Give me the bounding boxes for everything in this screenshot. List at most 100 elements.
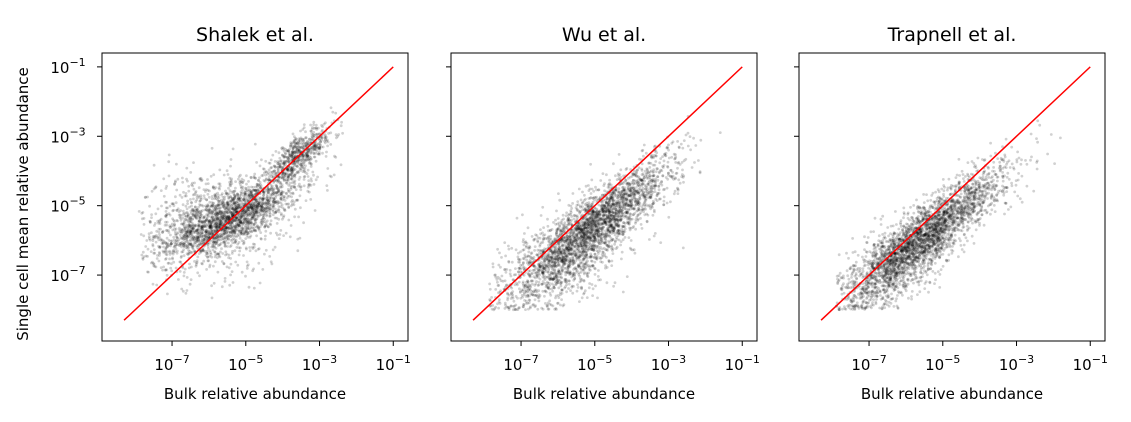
scatter-point	[284, 199, 287, 202]
scatter-point	[173, 183, 176, 186]
scatter-point	[658, 198, 661, 201]
scatter-point	[326, 167, 329, 170]
scatter-point	[271, 263, 274, 266]
scatter-point	[175, 247, 178, 250]
scatter-point	[169, 214, 172, 217]
scatter-point	[223, 221, 226, 224]
scatter-point	[248, 286, 251, 289]
scatter-point	[624, 236, 627, 239]
scatter-point	[165, 210, 168, 213]
scatter-point	[172, 209, 175, 212]
scatter-point	[308, 191, 311, 194]
scatter-point	[286, 203, 289, 206]
scatter-point	[658, 192, 661, 195]
scatter-point	[227, 256, 230, 259]
scatter-point	[165, 185, 168, 188]
scatter-point	[165, 224, 168, 227]
scatter-point	[572, 192, 575, 195]
scatter-point	[207, 189, 210, 192]
scatter-point	[303, 184, 306, 187]
scatter-point	[249, 236, 252, 239]
scatter-point	[587, 206, 590, 209]
scatter-point	[244, 237, 247, 240]
scatter-point	[168, 231, 171, 234]
scatter-point	[221, 192, 224, 195]
scatter-point	[176, 236, 179, 239]
scatter-point	[168, 154, 171, 157]
scatter-point	[218, 243, 221, 246]
scatter-point	[681, 169, 684, 172]
scatter-point	[220, 247, 223, 250]
scatter-point	[198, 225, 201, 228]
scatter-point	[293, 181, 296, 184]
scatter-point	[276, 179, 279, 182]
scatter-point	[341, 132, 344, 135]
scatter-point	[299, 237, 302, 240]
scatter-point	[299, 164, 302, 167]
scatter-point	[297, 216, 300, 219]
scatter-point	[198, 196, 201, 199]
scatter-point	[270, 159, 273, 162]
scatter-point	[282, 196, 285, 199]
scatter-point	[699, 139, 702, 142]
scatter-point	[600, 236, 603, 239]
scatter-point	[276, 171, 279, 174]
scatter-point	[653, 187, 656, 190]
scatter-point	[228, 206, 231, 209]
scatter-point	[141, 257, 144, 260]
scatter-point	[185, 215, 188, 218]
scatter-point	[279, 229, 282, 232]
scatter-point	[191, 244, 194, 247]
scatter-point	[273, 165, 276, 168]
scatter-point	[288, 174, 291, 177]
scatter-point	[230, 234, 233, 237]
scatter-point	[312, 174, 315, 177]
scatter-point	[628, 236, 631, 239]
scatter-point	[208, 221, 211, 224]
scatter-point	[224, 280, 227, 283]
scatter-point	[272, 188, 275, 191]
scatter-point	[514, 267, 517, 270]
scatter-point	[634, 180, 637, 183]
scatter-point	[253, 223, 256, 226]
scatter-point	[300, 185, 303, 188]
scatter-point	[145, 239, 148, 242]
scatter-point	[158, 233, 161, 236]
scatter-point	[226, 169, 229, 172]
scatter-point	[291, 155, 294, 158]
scatter-point	[580, 199, 583, 202]
scatter-point	[286, 197, 289, 200]
scatter-point	[189, 216, 192, 219]
scatter-point	[692, 137, 695, 140]
scatter-point	[218, 210, 221, 213]
scatter-point	[223, 196, 226, 199]
scatter-point	[312, 145, 315, 148]
scatter-point	[220, 220, 223, 223]
scatter-point	[221, 260, 224, 263]
scatter-point	[193, 188, 196, 191]
scatter-point	[235, 223, 238, 226]
scatter-point	[239, 237, 242, 240]
scatter-point	[687, 145, 690, 148]
scatter-point	[209, 227, 212, 230]
scatter-point	[509, 269, 512, 272]
scatter-point	[189, 232, 192, 235]
scatter-point	[645, 185, 648, 188]
scatter-point	[179, 194, 182, 197]
scatter-point	[140, 254, 143, 257]
scatter-point	[693, 161, 696, 164]
scatter-point	[614, 240, 617, 243]
scatter-point	[599, 179, 602, 182]
scatter-point	[226, 202, 229, 205]
scatter-point	[554, 223, 557, 226]
scatter-point	[247, 186, 250, 189]
scatter-point	[250, 176, 253, 179]
scatter-point	[189, 219, 192, 222]
scatter-point	[588, 189, 591, 192]
scatter-point	[208, 233, 211, 236]
scatter-point	[321, 129, 324, 132]
scatter-point	[653, 201, 656, 204]
scatter-point	[244, 275, 247, 278]
scatter-point	[627, 177, 630, 180]
